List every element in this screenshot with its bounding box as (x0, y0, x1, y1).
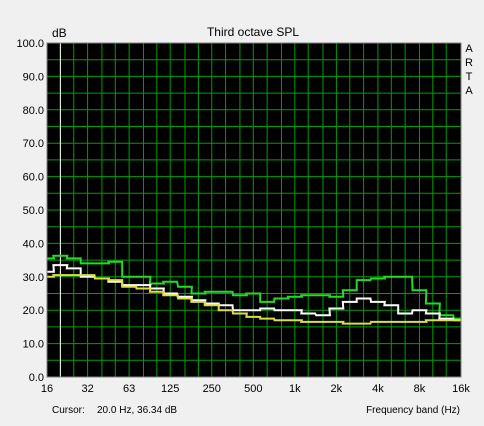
y-tick-label: 50.0 (23, 205, 44, 217)
side-label-letter: A (465, 43, 473, 55)
x-axis-label: Frequency band (Hz) (366, 405, 460, 416)
x-tick-labels: 16 32 63 125 250 500 1k 2k 4k 8k 16k (41, 383, 470, 395)
x-tick-label: 16k (452, 383, 470, 395)
x-tick-label: 1k (289, 383, 301, 395)
cursor-label: Cursor: (52, 405, 85, 416)
y-tick-label: 0.0 (29, 372, 44, 384)
y-tick-label: 60.0 (23, 172, 44, 184)
x-tick-label: 32 (81, 383, 93, 395)
side-label-letter: T (466, 71, 473, 83)
x-tick-label: 500 (244, 383, 262, 395)
y-tick-label: 10.0 (23, 339, 44, 351)
side-label-letter: R (465, 57, 473, 69)
x-tick-label: 125 (161, 383, 179, 395)
y-axis-label: dB (52, 26, 67, 40)
series-line-3 (47, 274, 461, 325)
y-tick-label: 100.0 (16, 38, 44, 50)
x-tick-label: 4k (372, 383, 384, 395)
plot-frame (46, 42, 462, 378)
y-tick-label: 70.0 (23, 138, 44, 150)
cursor-readout: 20.0 Hz, 36.34 dB (97, 405, 177, 416)
x-tick-label: 250 (203, 383, 221, 395)
y-tick-label: 90.0 (23, 71, 44, 83)
series-line-1 (47, 254, 461, 320)
y-tick-label: 30.0 (23, 272, 44, 284)
x-tick-label: 8k (414, 383, 426, 395)
series-layer (47, 254, 461, 325)
y-tick-label: 20.0 (23, 305, 44, 317)
y-tick-label: 80.0 (23, 105, 44, 117)
side-label-letter: A (465, 85, 473, 97)
series-line-2 (47, 264, 461, 322)
x-tick-label: 2k (331, 383, 343, 395)
chart-title: Third octave SPL (207, 25, 299, 39)
x-tick-label: 16 (41, 383, 53, 395)
y-tick-labels: 0.0 10.0 20.0 30.0 40.0 50.0 60.0 70.0 80.0 90.0 1… (16, 38, 44, 384)
x-tick-label: 63 (123, 383, 135, 395)
y-tick-label: 40.0 (23, 238, 44, 250)
grid (46, 42, 462, 378)
